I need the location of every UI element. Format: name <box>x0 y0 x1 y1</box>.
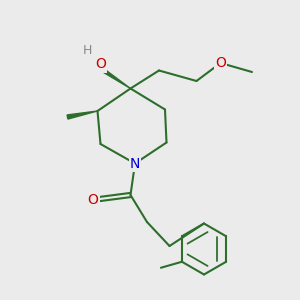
Text: O: O <box>215 56 226 70</box>
Text: O: O <box>95 58 106 71</box>
Polygon shape <box>67 111 98 119</box>
Text: N: N <box>130 157 140 170</box>
Text: H: H <box>82 44 92 58</box>
Polygon shape <box>98 66 130 88</box>
Text: O: O <box>88 193 98 206</box>
